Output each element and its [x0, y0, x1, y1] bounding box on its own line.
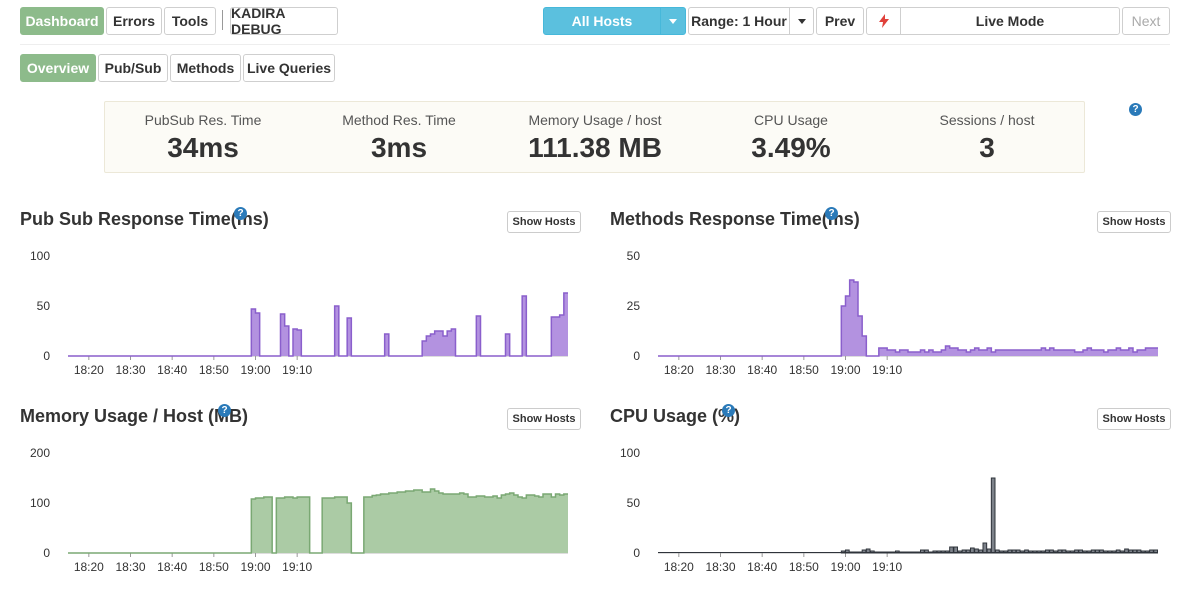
chart-title-cpu: CPU Usage (%) [610, 406, 741, 426]
x-tick-label: 19:10 [872, 560, 902, 574]
show-hosts-button[interactable]: Show Hosts [507, 408, 581, 430]
y-tick-label: 50 [627, 496, 641, 510]
cpu-bar [982, 542, 988, 554]
stat-label: Method Res. Time [342, 112, 456, 128]
y-tick-label: 50 [37, 299, 51, 313]
chevron-down-icon [797, 18, 806, 24]
y-tick-label: 0 [633, 546, 640, 560]
y-tick-label: 0 [633, 349, 640, 363]
prev-button[interactable]: Prev [816, 7, 864, 35]
help-icon[interactable]: ? [1129, 103, 1142, 116]
x-tick-label: 19:00 [240, 363, 270, 377]
y-tick-label: 0 [43, 546, 50, 560]
stat-label: CPU Usage [754, 112, 828, 128]
x-tick-label: 19:10 [282, 560, 312, 574]
live-mode-toggle[interactable] [866, 7, 901, 35]
x-tick-label: 18:50 [199, 560, 229, 574]
stat-memory-usage: Memory Usage / host 111.38 MB [497, 102, 693, 164]
stat-cpu-usage: CPU Usage 3.49% [693, 102, 889, 164]
x-tick-label: 18:20 [664, 560, 694, 574]
series-area [658, 280, 1158, 356]
x-tick-label: 18:30 [115, 560, 145, 574]
tab-pubsub[interactable]: Pub/Sub [98, 54, 168, 82]
header-divider [20, 44, 1170, 45]
y-tick-label: 200 [30, 446, 50, 460]
stat-value: 3.49% [751, 132, 831, 163]
show-hosts-button[interactable]: Show Hosts [507, 211, 581, 233]
stat-method-response: Method Res. Time 3ms [301, 102, 497, 164]
stat-sessions: Sessions / host 3 [889, 102, 1085, 164]
hosts-dropdown-toggle[interactable] [660, 7, 686, 35]
tab-methods[interactable]: Methods [170, 54, 241, 82]
stat-label: Sessions / host [939, 112, 1035, 128]
series-line [68, 488, 568, 554]
live-mode-button[interactable]: Live Mode [900, 7, 1120, 35]
y-tick-label: 100 [620, 446, 640, 460]
help-icon[interactable]: ? [234, 207, 247, 220]
series-line [68, 292, 568, 357]
show-hosts-button[interactable]: Show Hosts [1097, 211, 1171, 233]
x-tick-label: 18:30 [115, 363, 145, 377]
x-tick-label: 18:50 [789, 363, 819, 377]
x-tick-label: 18:30 [705, 363, 735, 377]
cpu-usage-chart: 100 50 0 18:20 18:30 18:40 18:50 19:00 19:10 [620, 446, 1158, 574]
x-tick-label: 19:10 [872, 363, 902, 377]
chevron-down-icon [669, 18, 677, 24]
cpu-bar [990, 477, 996, 554]
tab-overview[interactable]: Overview [20, 54, 96, 82]
x-tick-label: 18:40 [157, 560, 187, 574]
stat-value: 3 [979, 132, 995, 163]
hosts-selector[interactable]: All Hosts [543, 7, 661, 35]
help-icon[interactable]: ? [218, 404, 231, 417]
tab-live-queries[interactable]: Live Queries [243, 54, 335, 82]
y-tick-label: 100 [30, 496, 50, 510]
stat-value: 34ms [167, 132, 239, 163]
help-icon[interactable]: ? [825, 207, 838, 220]
series-area [68, 293, 568, 356]
pubsub-response-chart: 100 50 0 18:20 18:30 18:40 18:50 19:00 19:10 [30, 249, 568, 377]
range-selector[interactable]: Range: 1 Hour [688, 7, 790, 35]
help-icon[interactable]: ? [722, 404, 735, 417]
memory-usage-chart: 200 100 0 18:20 18:30 18:40 18:50 19:00 19:10 [30, 446, 568, 574]
x-tick-label: 18:40 [157, 363, 187, 377]
x-tick-label: 18:20 [74, 560, 104, 574]
series-line [658, 279, 1158, 357]
x-tick-label: 19:10 [282, 363, 312, 377]
summary-panel: PubSub Res. Time 34ms Method Res. Time 3… [104, 101, 1085, 173]
stat-value: 3ms [370, 132, 428, 163]
x-tick-label: 18:50 [199, 363, 229, 377]
y-tick-label: 0 [43, 349, 50, 363]
x-tick-label: 18:20 [664, 363, 694, 377]
x-tick-label: 19:00 [830, 363, 860, 377]
x-tick-label: 19:00 [830, 560, 860, 574]
nav-separator [222, 10, 223, 30]
range-dropdown-toggle[interactable] [789, 7, 814, 35]
stat-value: 111.38 MB [528, 132, 662, 163]
tools-button[interactable]: Tools [164, 7, 216, 35]
next-button[interactable]: Next [1122, 7, 1170, 35]
errors-button[interactable]: Errors [106, 7, 162, 35]
series-area [68, 489, 568, 553]
y-tick-label: 25 [627, 299, 641, 313]
stat-label: Memory Usage / host [528, 112, 662, 128]
x-tick-label: 18:40 [747, 560, 777, 574]
dashboard-button[interactable]: Dashboard [20, 7, 104, 35]
x-tick-label: 18:50 [789, 560, 819, 574]
y-tick-label: 50 [627, 249, 641, 263]
methods-response-chart: 50 25 0 18:20 18:30 18:40 18:50 19:00 19:10 [627, 249, 1158, 377]
y-tick-label: 100 [30, 249, 50, 263]
x-tick-label: 19:00 [240, 560, 270, 574]
stat-pubsub-response: PubSub Res. Time 34ms [105, 102, 301, 164]
x-tick-label: 18:40 [747, 363, 777, 377]
bolt-icon [878, 14, 889, 28]
stat-label: PubSub Res. Time [144, 112, 262, 128]
x-tick-label: 18:20 [74, 363, 104, 377]
chart-title-methods: Methods Response Time(ms) [610, 209, 860, 229]
chart-title-pubsub: Pub Sub Response Time(ms) [20, 209, 269, 229]
x-tick-label: 18:30 [705, 560, 735, 574]
app-name-button[interactable]: KADIRA DEBUG [230, 5, 338, 37]
chart-title-memory: Memory Usage / Host (MB) [20, 406, 249, 426]
show-hosts-button[interactable]: Show Hosts [1097, 408, 1171, 430]
